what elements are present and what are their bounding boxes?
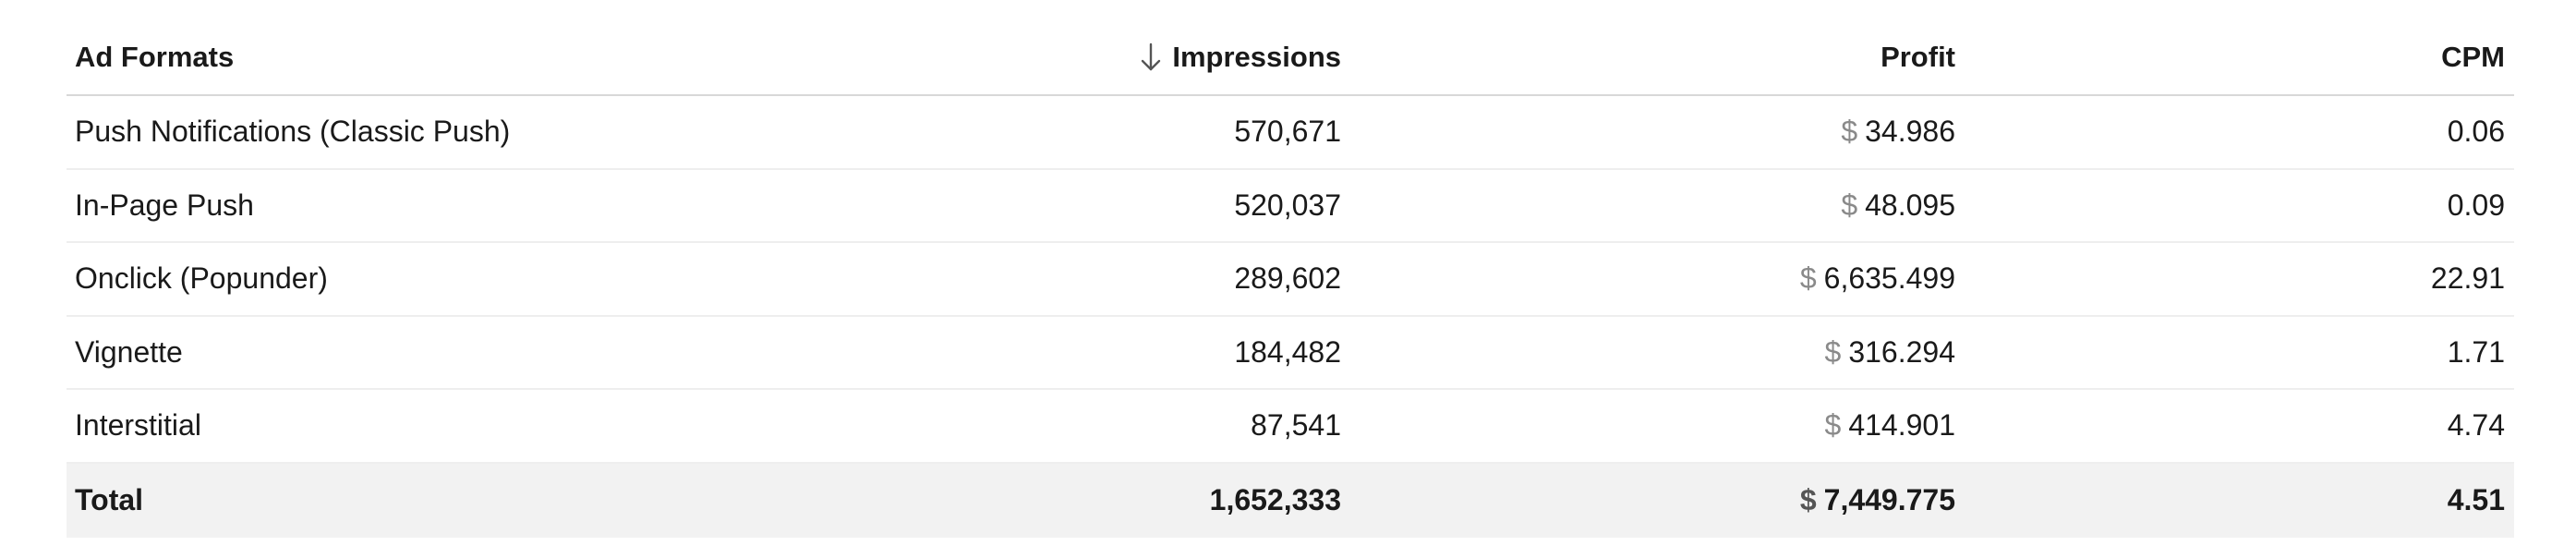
currency-symbol: $ [1824,408,1842,443]
cell-impressions: 289,602 [1234,261,1341,296]
profit-value: 414.901 [1848,408,1955,443]
cell-impressions: 570,671 [1234,115,1341,149]
table-row[interactable]: Interstitial 87,541 $414.901 4.74 [67,390,2514,464]
cell-impressions: 184,482 [1234,334,1341,369]
table-row[interactable]: In-Page Push 520,037 $48.095 0.09 [67,170,2514,243]
cell-profit: $6,635.499 [1350,261,1965,296]
arrow-down-icon [1142,42,1161,71]
currency-symbol: $ [1841,188,1858,222]
total-impressions: 1,652,333 [1209,483,1341,516]
column-header-impressions-label: Impressions [1172,41,1341,73]
cell-cpm: 4.74 [2447,408,2505,443]
total-cpm: 4.51 [2447,483,2505,516]
table-total-row: Total 1,652,333 $7,449.775 4.51 [67,463,2514,538]
cell-ad-format: In-Page Push [75,188,254,222]
cell-ad-format: Interstitial [75,408,201,443]
cell-ad-format: Push Notifications (Classic Push) [75,115,511,149]
total-profit: $7,449.775 [1350,483,1965,517]
currency-symbol: $ [1799,261,1817,296]
column-header-cpm[interactable]: CPM [2441,41,2505,73]
cell-ad-format: Vignette [75,334,183,369]
cell-cpm: 0.06 [2447,115,2505,149]
profit-value: 6,635.499 [1823,261,1955,296]
table-row[interactable]: Onclick (Popunder) 289,602 $6,635.499 22… [67,243,2514,317]
column-header-ad-formats[interactable]: Ad Formats [75,41,235,73]
cell-impressions: 520,037 [1234,188,1341,222]
cell-profit: $34.986 [1350,115,1965,149]
total-profit-value: 7,449.775 [1823,483,1955,516]
cell-cpm: 22.91 [2430,261,2505,296]
cell-profit: $414.901 [1350,408,1965,443]
total-label: Total [75,483,144,516]
table-row[interactable]: Vignette 184,482 $316.294 1.71 [67,317,2514,390]
currency-symbol: $ [1841,115,1858,149]
currency-symbol: $ [1824,334,1842,369]
table-row[interactable]: Push Notifications (Classic Push) 570,67… [67,96,2514,170]
cell-ad-format: Onclick (Popunder) [75,261,328,296]
cell-cpm: 0.09 [2447,188,2505,222]
cell-cpm: 1.71 [2447,334,2505,369]
profit-value: 48.095 [1865,188,1955,222]
cell-profit: $316.294 [1350,335,1965,370]
profit-value: 316.294 [1848,334,1955,369]
currency-symbol: $ [1799,483,1817,516]
table-header-row: Ad Formats Impressions Profit CPM [67,20,2514,96]
cell-profit: $48.095 [1350,188,1965,223]
column-header-profit[interactable]: Profit [1881,41,1955,73]
ad-formats-table: Ad Formats Impressions Profit CPM Push N… [67,20,2514,538]
profit-value: 34.986 [1865,115,1955,149]
column-header-impressions[interactable]: Impressions [1046,41,1350,74]
cell-impressions: 87,541 [1251,408,1341,443]
